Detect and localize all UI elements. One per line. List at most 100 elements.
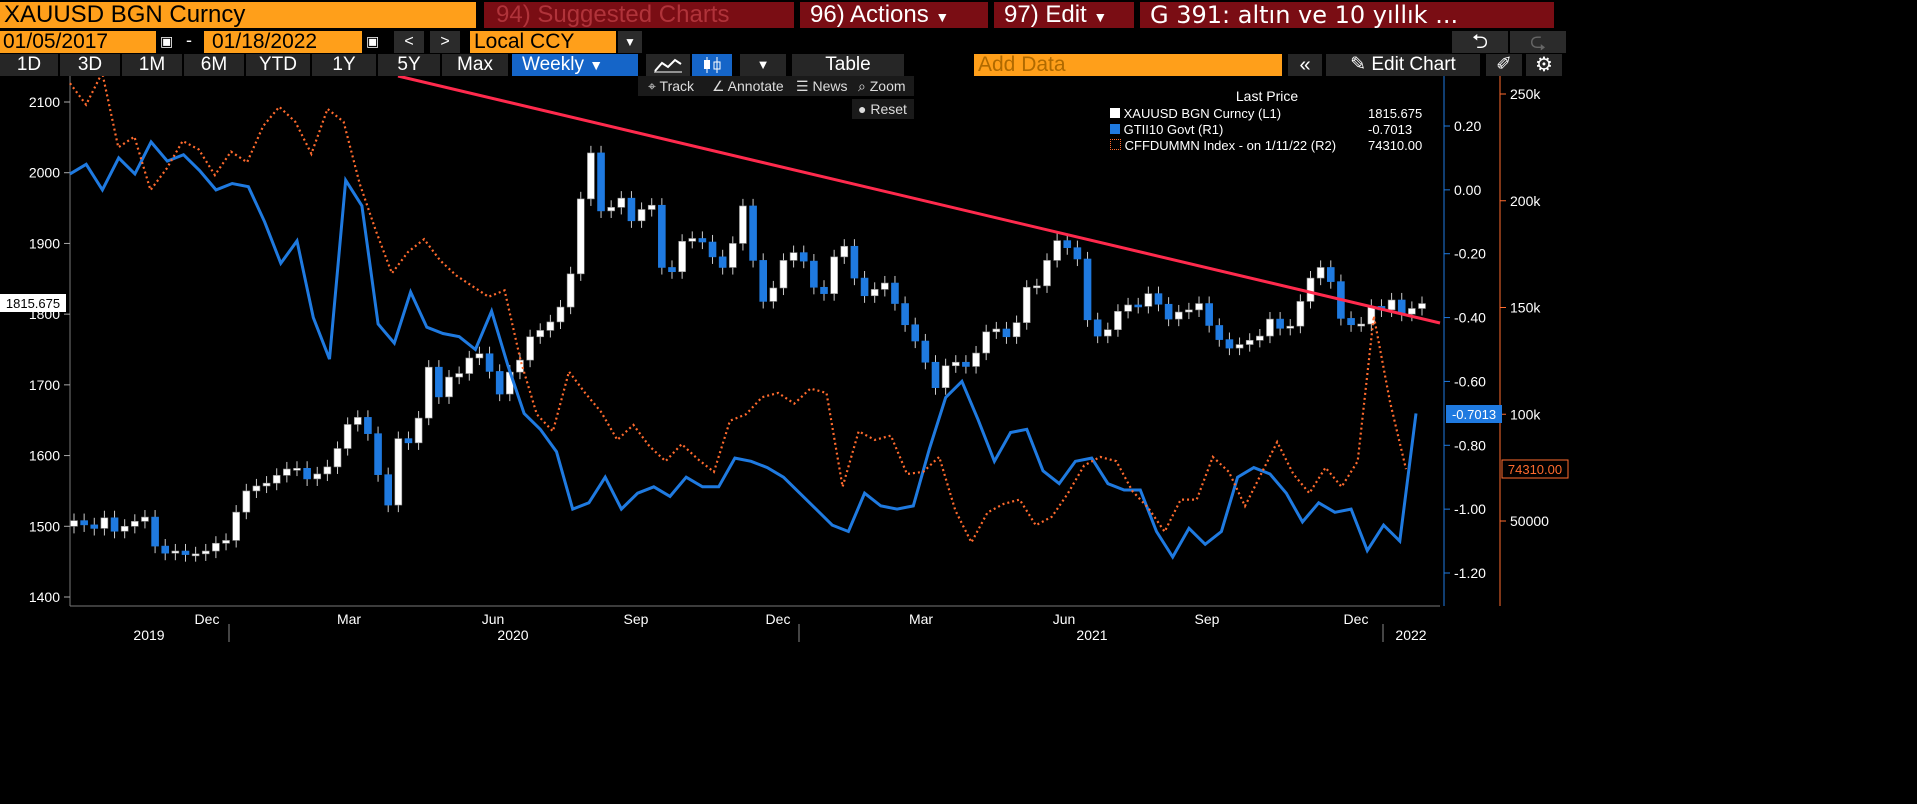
candle — [779, 260, 788, 289]
chart-toolbar: ⌖ Track ∠ Annotate ☰ News ⌕ Zoom — [638, 76, 914, 96]
start-date-input[interactable]: 01/05/2017 — [0, 31, 156, 53]
candle — [901, 303, 909, 326]
candle — [201, 550, 210, 555]
header-bar: XAUUSD BGN Curncy 94) Suggested Charts 9… — [0, 0, 1917, 30]
legend-entry: XAUUSD BGN Curncy (L1) 1815.675 — [1110, 106, 1430, 121]
pencil-icon: ✎ — [1350, 54, 1367, 75]
security-field[interactable]: XAUUSD BGN Curncy — [0, 2, 476, 28]
legend: Last Price XAUUSD BGN Curncy (L1) 1815.6… — [1102, 86, 1432, 158]
edit-chart-button[interactable]: ✎ Edit Chart — [1326, 54, 1480, 76]
chevron-down-icon[interactable]: ▼ — [618, 31, 642, 53]
date-separator: - — [186, 30, 192, 50]
collapse-icon[interactable]: « — [1288, 54, 1322, 76]
x-axis-month-label: Dec — [766, 611, 791, 627]
candle — [1245, 340, 1254, 345]
period-3d-button[interactable]: 3D — [60, 54, 120, 76]
period-5y-button[interactable]: 5Y — [378, 54, 440, 76]
candle — [100, 517, 109, 529]
gear-icon[interactable]: ⚙ — [1526, 54, 1562, 76]
candle — [1063, 240, 1072, 248]
right-axis-2-label: 100k — [1510, 406, 1541, 422]
period-6m-button[interactable]: 6M — [184, 54, 244, 76]
candle — [293, 467, 301, 471]
actions-menu[interactable]: 96) Actions ▼ — [800, 2, 988, 28]
candle — [212, 542, 220, 552]
candle — [1276, 318, 1284, 329]
candle — [1195, 303, 1203, 311]
candle — [161, 545, 170, 554]
candle — [1185, 309, 1193, 313]
candle — [830, 256, 838, 294]
candle — [262, 482, 271, 487]
candle — [850, 245, 859, 279]
right-axis-label: -1.00 — [1454, 501, 1486, 517]
right-axis-label: 0.20 — [1454, 118, 1481, 134]
candle — [333, 448, 342, 468]
candle — [1053, 240, 1061, 261]
candle — [323, 466, 332, 475]
legend-entry: GTII10 Govt (R1) -0.7013 — [1110, 122, 1430, 137]
candlestick-icon[interactable] — [692, 54, 732, 76]
candle — [475, 353, 484, 359]
calendar-icon[interactable]: ▣ — [160, 33, 174, 49]
candle — [1033, 285, 1041, 289]
candle — [414, 417, 423, 444]
chart-title[interactable]: G 391: altın ve 10 yıllık ... — [1140, 2, 1554, 28]
right-axis-label: -1.20 — [1454, 565, 1486, 581]
candle — [1144, 293, 1153, 307]
currency-select[interactable]: Local CCY — [470, 31, 616, 53]
add-data-input[interactable]: Add Data — [974, 54, 1282, 76]
redo-icon[interactable]: ⮎ — [1510, 31, 1566, 53]
frequency-select[interactable]: Weekly ▼ — [512, 54, 638, 76]
suggested-charts-button[interactable]: 94) Suggested Charts — [484, 2, 794, 28]
period-ytd-button[interactable]: YTD — [246, 54, 310, 76]
period-1d-button[interactable]: 1D — [0, 54, 58, 76]
left-axis-label: 1600 — [29, 448, 60, 464]
legend-title: Last Price — [1235, 88, 1299, 104]
candle — [718, 256, 727, 268]
candle — [769, 287, 778, 302]
candle — [708, 241, 717, 258]
candle — [962, 361, 970, 367]
chevron-down-icon: ▼ — [1093, 9, 1108, 25]
candle — [546, 321, 555, 331]
trend-line[interactable] — [397, 76, 1441, 325]
candle — [688, 238, 697, 242]
candle — [1154, 293, 1163, 305]
candle — [1408, 308, 1416, 315]
reset-button[interactable]: ● Reset — [852, 99, 914, 119]
next-button[interactable]: > — [430, 31, 460, 53]
candle — [1326, 267, 1335, 282]
end-date-input[interactable]: 01/18/2022 — [204, 31, 362, 53]
left-axis-label: 2100 — [29, 94, 60, 110]
undo-icon[interactable]: ⮌ — [1452, 31, 1508, 53]
right-axis-label: -0.80 — [1454, 437, 1486, 453]
candle — [566, 273, 575, 308]
edit-icon[interactable]: ✐ — [1486, 54, 1522, 76]
period-1m-button[interactable]: 1M — [122, 54, 182, 76]
calendar-icon[interactable]: ▣ — [366, 33, 380, 49]
candle — [536, 330, 545, 338]
candle — [1022, 286, 1031, 323]
candle — [242, 490, 251, 513]
table-button[interactable]: Table — [792, 54, 904, 76]
candle — [1174, 311, 1183, 320]
candle — [597, 152, 605, 212]
period-max-button[interactable]: Max — [442, 54, 508, 76]
x-axis-year-label: 2022 — [1395, 627, 1426, 643]
track-tool[interactable]: ⌖ Track — [648, 78, 695, 94]
x-axis-month-label: Sep — [624, 611, 649, 627]
line-chart-icon[interactable] — [646, 54, 690, 76]
news-tool[interactable]: ☰ News — [796, 78, 848, 94]
annotate-tool[interactable]: ∠ Annotate — [712, 78, 784, 94]
period-1y-button[interactable]: 1Y — [312, 54, 376, 76]
zoom-tool[interactable]: ⌕ Zoom — [858, 78, 906, 94]
candle — [891, 282, 899, 304]
candle — [181, 550, 190, 555]
candle — [141, 516, 149, 522]
candle — [739, 205, 747, 244]
chevron-down-icon[interactable]: ▼ — [740, 54, 786, 76]
previous-button[interactable]: < — [394, 31, 424, 53]
edit-menu[interactable]: 97) Edit ▼ — [994, 2, 1134, 28]
